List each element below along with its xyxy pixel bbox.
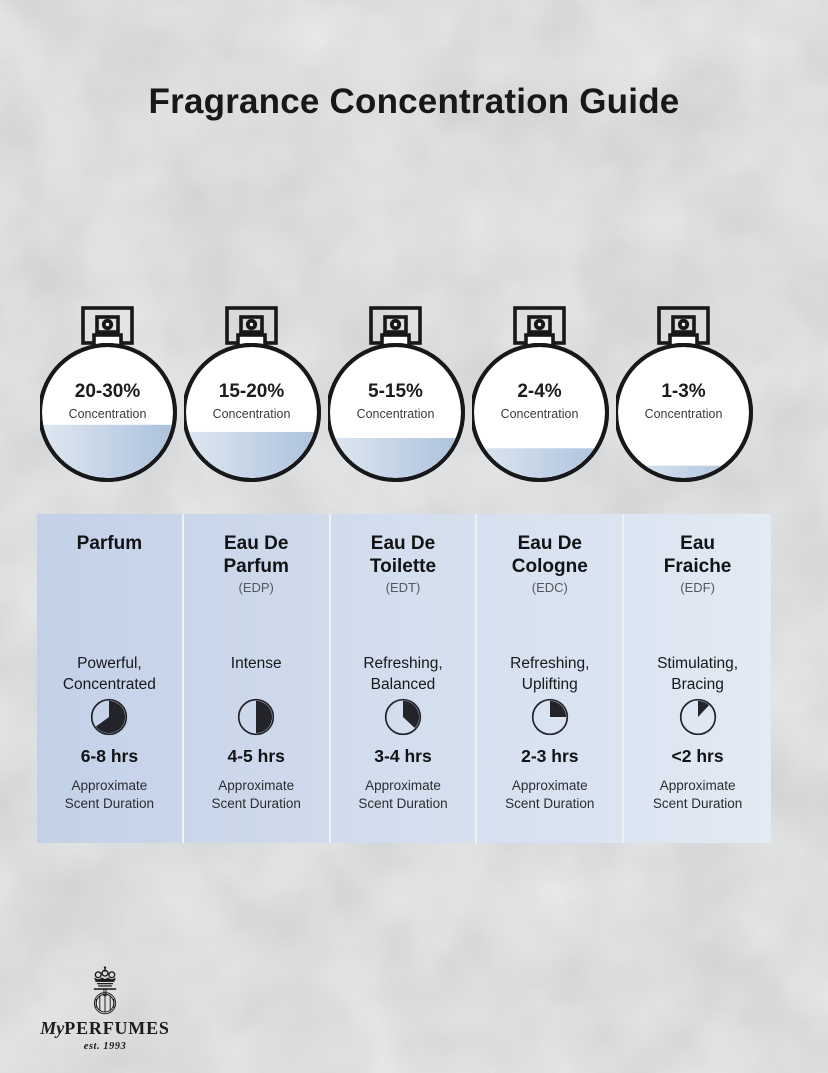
svg-text:5-15%: 5-15% [368,381,423,402]
svg-text:1-3%: 1-3% [661,381,705,402]
svg-text:Concentration: Concentration [357,407,435,421]
svg-text:Concentration: Concentration [69,407,147,421]
svg-text:20-30%: 20-30% [75,381,141,402]
svg-text:15-20%: 15-20% [219,381,285,402]
svg-text:Concentration: Concentration [213,407,291,421]
svg-text:Concentration: Concentration [501,407,579,421]
svg-text:Concentration: Concentration [645,407,723,421]
svg-text:2-4%: 2-4% [517,381,561,402]
